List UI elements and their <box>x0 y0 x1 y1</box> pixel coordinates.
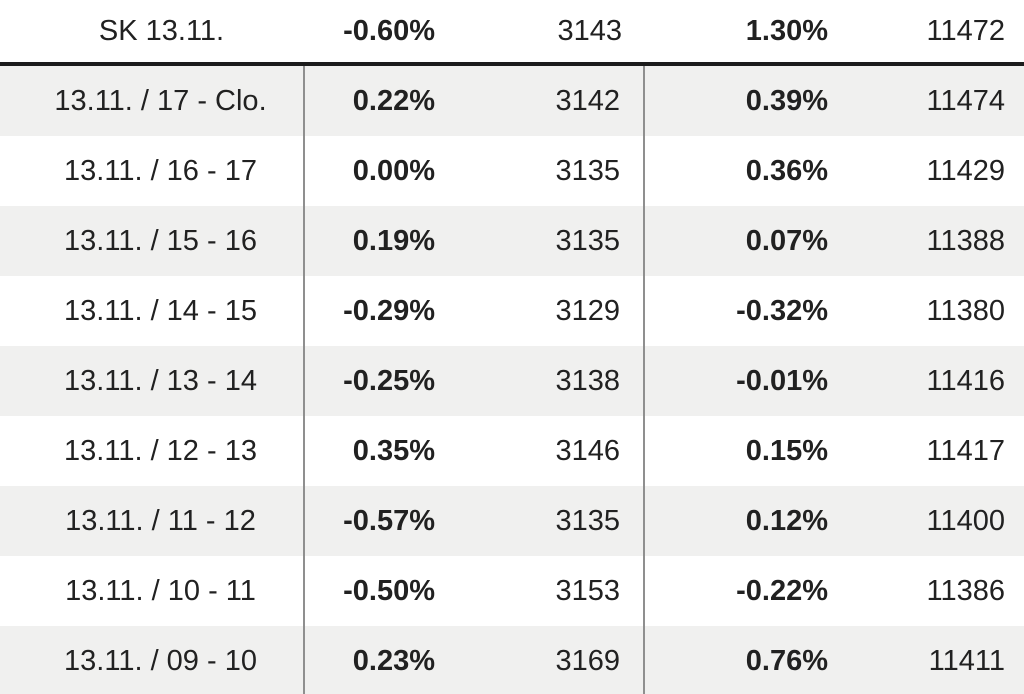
row-percent-1: 0.35% <box>352 434 435 467</box>
row-percent-2: 0.07% <box>745 224 828 257</box>
row-value-2: 11416 <box>926 364 1006 397</box>
row-value-2: 11417 <box>926 434 1006 467</box>
table-body: 13.11. / 17 - Clo. 0.22% 3142 0.39% 1147… <box>0 66 1024 694</box>
row-value-2: 11411 <box>928 644 1005 677</box>
row-percent-2: 0.39% <box>745 84 828 117</box>
header-percent-1: -0.60% <box>343 14 435 47</box>
row-percent-1: -0.29% <box>343 294 435 327</box>
row-value-2: 11429 <box>926 154 1006 187</box>
row-value-2: 11380 <box>926 294 1006 327</box>
row-value-1: 3142 <box>445 66 645 136</box>
row-percent-1: -0.50% <box>343 574 435 607</box>
row-value-1: 3135 <box>445 206 645 276</box>
table-row: 13.11. / 12 - 13 0.35% 3146 0.15% 11417 <box>0 416 1024 486</box>
row-period-label: 13.11. / 16 - 17 <box>0 136 305 206</box>
row-period-label: 13.11. / 09 - 10 <box>0 626 305 694</box>
row-period-label: 13.11. / 12 - 13 <box>0 416 305 486</box>
table-row: 13.11. / 15 - 16 0.19% 3135 0.07% 11388 <box>0 206 1024 276</box>
row-period-label: 13.11. / 15 - 16 <box>0 206 305 276</box>
header-value-2: 11472 <box>926 14 1006 47</box>
row-percent-2: 0.12% <box>745 504 828 537</box>
row-percent-2: -0.01% <box>736 364 828 397</box>
row-percent-2: 0.15% <box>745 434 828 467</box>
row-period-label: 13.11. / 10 - 11 <box>0 556 305 626</box>
row-period-label: 13.11. / 11 - 12 <box>0 486 305 556</box>
row-period-label: 13.11. / 13 - 14 <box>0 346 305 416</box>
header-percent-2: 1.30% <box>745 14 828 47</box>
row-value-1: 3153 <box>445 556 645 626</box>
row-percent-1: 0.23% <box>352 644 435 677</box>
table-header-row: SK 13.11. -0.60% 3143 1.30% 11472 <box>0 0 1024 62</box>
row-percent-1: 0.22% <box>352 84 435 117</box>
row-value-1: 3135 <box>445 486 645 556</box>
table-row: 13.11. / 16 - 17 0.00% 3135 0.36% 11429 <box>0 136 1024 206</box>
table-row: 13.11. / 10 - 11 -0.50% 3153 -0.22% 1138… <box>0 556 1024 626</box>
table-row: 13.11. / 14 - 15 -0.29% 3129 -0.32% 1138… <box>0 276 1024 346</box>
header-period-label: SK 13.11. <box>98 14 225 47</box>
row-value-2: 11400 <box>926 504 1006 537</box>
row-value-1: 3146 <box>445 416 645 486</box>
row-value-1: 3129 <box>445 276 645 346</box>
header-divider-line <box>0 62 1024 66</box>
row-value-2: 11388 <box>926 224 1006 257</box>
header-value-1: 3143 <box>557 14 622 47</box>
row-value-1: 3169 <box>445 626 645 694</box>
row-percent-2: -0.32% <box>736 294 828 327</box>
row-value-1: 3135 <box>445 136 645 206</box>
row-percent-2: 0.36% <box>745 154 828 187</box>
table-row: 13.11. / 13 - 14 -0.25% 3138 -0.01% 1141… <box>0 346 1024 416</box>
table-row: 13.11. / 17 - Clo. 0.22% 3142 0.39% 1147… <box>0 66 1024 136</box>
row-value-2: 11386 <box>926 574 1006 607</box>
row-percent-2: 0.76% <box>745 644 828 677</box>
row-percent-1: -0.57% <box>343 504 435 537</box>
row-value-2: 11474 <box>926 84 1006 117</box>
row-period-label: 13.11. / 17 - Clo. <box>0 66 305 136</box>
row-percent-1: 0.00% <box>352 154 435 187</box>
table-row: 13.11. / 11 - 12 -0.57% 3135 0.12% 11400 <box>0 486 1024 556</box>
row-percent-2: -0.22% <box>736 574 828 607</box>
row-percent-1: -0.25% <box>343 364 435 397</box>
row-percent-1: 0.19% <box>352 224 435 257</box>
row-value-1: 3138 <box>445 346 645 416</box>
table-row: 13.11. / 09 - 10 0.23% 3169 0.76% 11411 <box>0 626 1024 694</box>
row-period-label: 13.11. / 14 - 15 <box>0 276 305 346</box>
